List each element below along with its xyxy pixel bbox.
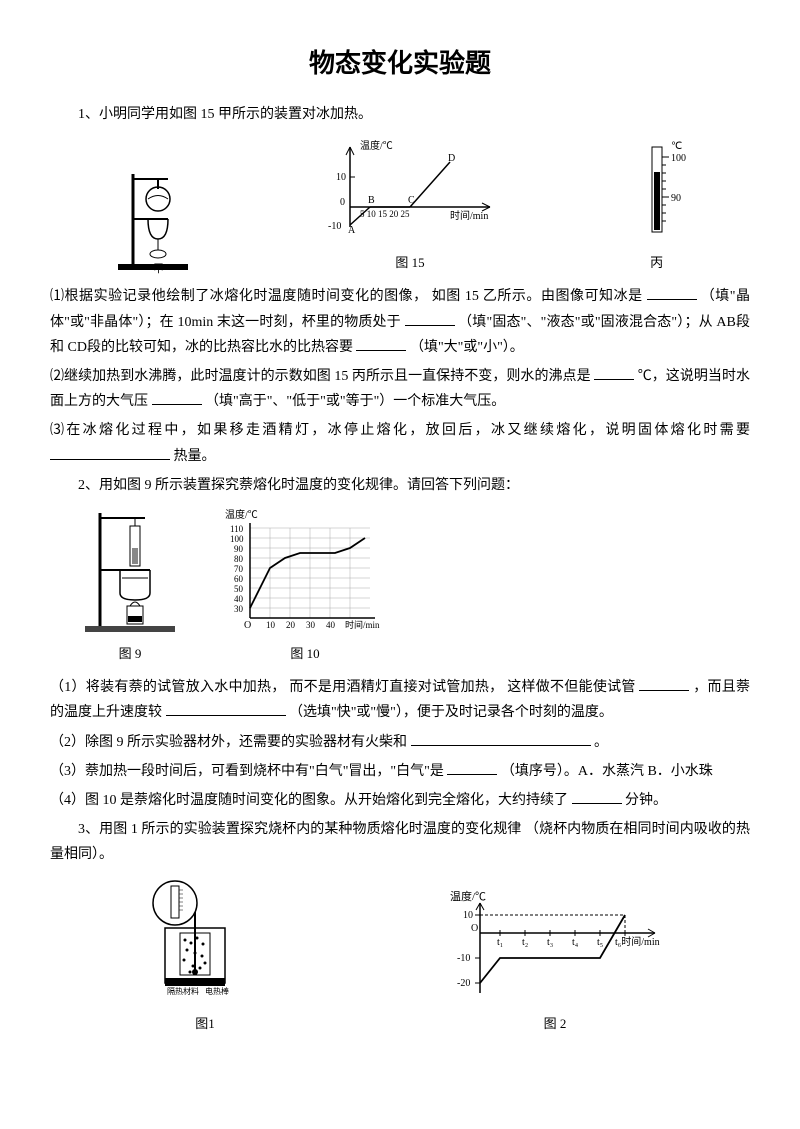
blank [572, 789, 622, 804]
fig15-yi-label: 图 15 [395, 251, 424, 274]
svg-text:110: 110 [230, 524, 244, 534]
page-title: 物态变化实验题 [50, 40, 750, 87]
q1-intro: 1、小明同学用如图 15 甲所示的装置对冰加热。 [50, 102, 750, 127]
svg-text:-10: -10 [457, 953, 470, 964]
q2-p3: （3）萘加热一段时间后，可看到烧杯中有"白气"冒出，"白气"是 （填序号）。A．… [50, 759, 750, 784]
blank [152, 390, 202, 405]
q1-p2: ⑵继续加热到水沸腾，此时温度计的示数如图 15 丙所示且一直保持不变，则水的沸点… [50, 364, 750, 414]
svg-text:温度/℃: 温度/℃ [450, 889, 486, 903]
fig2-label: 图 2 [544, 1012, 567, 1035]
q1-p1: ⑴根据实验记录他绘制了冰熔化时温度随时间变化的图像， 如图 15 乙所示。由图像… [50, 284, 750, 360]
svg-text:t₃: t₃ [547, 937, 553, 948]
svg-text:80: 80 [234, 554, 244, 564]
q1-p3: ⑶在冰熔化过程中，如果移走酒精灯，冰停止熔化，放回后，冰又继续熔化，说明固体熔化… [50, 418, 750, 468]
svg-text:电热棒: 电热棒 [205, 986, 229, 996]
figure-row-1-2: 隔热材料 电热棒 图1 温度/℃ [50, 878, 750, 1035]
svg-text:时间/min: 时间/min [450, 209, 488, 222]
svg-text:60: 60 [234, 574, 244, 584]
svg-text:隔热材料: 隔热材料 [167, 986, 199, 996]
fig9-label: 图 9 [119, 642, 142, 665]
svg-text:30: 30 [306, 620, 316, 630]
svg-text:B: B [368, 195, 375, 206]
q2-p2: （2）除图 9 所示实验器材外，还需要的实验器材有火柴和 。 [50, 730, 750, 755]
svg-text:10: 10 [463, 910, 473, 921]
fig10-label: 图 10 [290, 642, 319, 665]
q3-intro: 3、用图 1 所示的实验装置探究烧杯内的某种物质熔化时温度的变化规律 （烧杯内物… [50, 817, 750, 867]
svg-text:40: 40 [234, 594, 244, 604]
svg-text:时间/min: 时间/min [345, 619, 380, 630]
fig15-yi: 温度/℃ 时间/min 10 0 -10 5 10 15 20 25 A B C… [320, 137, 500, 274]
svg-text:-10: -10 [328, 221, 341, 232]
svg-text:O: O [244, 620, 251, 631]
svg-text:10: 10 [336, 172, 346, 183]
svg-text:50: 50 [234, 584, 244, 594]
svg-text:30: 30 [234, 604, 244, 614]
svg-text:C: C [408, 195, 415, 206]
blank [356, 336, 406, 351]
fig15-bing: 100 90 ℃ 丙 [627, 137, 687, 274]
blank [639, 676, 689, 691]
figure-row-15: 甲 温度/℃ 时间/min 10 0 -10 5 10 15 20 25 A B… [50, 137, 750, 274]
svg-text:温度/℃: 温度/℃ [360, 139, 393, 152]
blank [447, 760, 497, 775]
svg-text:100: 100 [230, 534, 244, 544]
blank [647, 285, 697, 300]
svg-text:5 10 15 20 25: 5 10 15 20 25 [360, 209, 410, 219]
svg-text:t₁: t₁ [497, 937, 503, 948]
svg-text:90: 90 [671, 193, 681, 204]
svg-text:温度/℃: 温度/℃ [225, 508, 258, 521]
svg-text:90: 90 [234, 544, 244, 554]
blank [405, 311, 455, 326]
fig10: 温度/℃ 110 100 90 80 70 60 50 40 30 10 [220, 508, 390, 665]
svg-text:-20: -20 [457, 978, 470, 989]
svg-text:O: O [471, 923, 478, 934]
q2-intro: 2、用如图 9 所示装置探究萘熔化时温度的变化规律。请回答下列问题： [50, 473, 750, 498]
q2-p4: （4）图 10 是萘熔化时温度随时间变化的图象。从开始熔化到完全熔化，大约持续了… [50, 788, 750, 813]
svg-text:甲: 甲 [153, 263, 164, 274]
blank [594, 365, 634, 380]
blank [50, 445, 170, 460]
figure-row-9-10: 图 9 温度/℃ 110 100 90 80 70 60 50 40 [80, 508, 750, 665]
svg-text:10: 10 [266, 620, 276, 630]
svg-text:20: 20 [286, 620, 296, 630]
svg-text:A: A [348, 225, 356, 236]
svg-text:t₆时间/min: t₆时间/min [615, 935, 660, 948]
fig15-bing-label: 丙 [650, 251, 663, 274]
svg-text:t₄: t₄ [572, 937, 579, 948]
fig2: 温度/℃ 10 -10 -20 O t₁ t₂ t₃ t₄ t₅ t₆时间/mi… [445, 888, 665, 1035]
svg-text:D: D [448, 153, 455, 164]
svg-text:t₅: t₅ [597, 937, 603, 948]
blank [166, 701, 286, 716]
fig9: 图 9 [80, 508, 180, 665]
q2-p1: （1）将装有萘的试管放入水中加热， 而不是用酒精灯直接对试管加热， 这样做不但能… [50, 675, 750, 725]
svg-text:70: 70 [234, 564, 244, 574]
fig1-label: 图1 [195, 1012, 215, 1035]
svg-text:40: 40 [326, 620, 336, 630]
fig1: 隔热材料 电热棒 图1 [135, 878, 275, 1035]
fig15-jia: 甲 [113, 164, 193, 274]
blank [411, 731, 591, 746]
svg-text:0: 0 [340, 197, 345, 208]
svg-text:100: 100 [671, 153, 686, 164]
svg-text:℃: ℃ [671, 141, 682, 152]
svg-text:t₂: t₂ [522, 937, 528, 948]
